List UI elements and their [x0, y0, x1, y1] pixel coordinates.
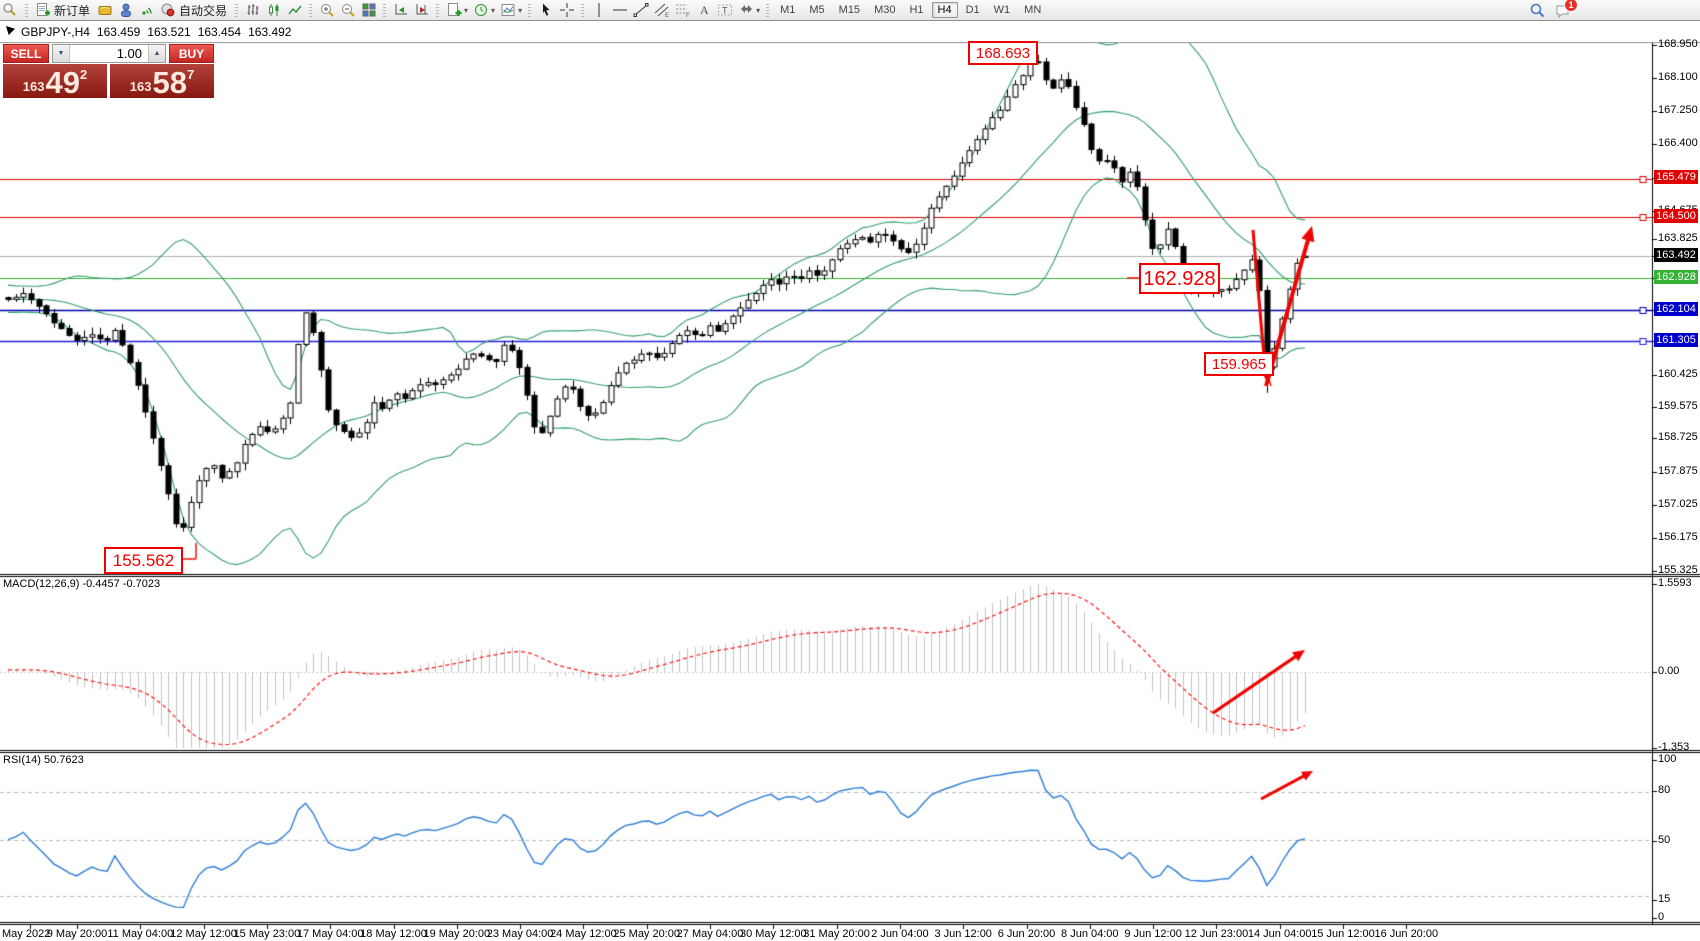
magnifier-icon[interactable]	[1, 2, 20, 19]
symbol-period-label: GBPJPY-,H4	[21, 24, 90, 39]
line-chart-icon[interactable]	[285, 2, 304, 19]
search-icon[interactable]	[1528, 2, 1547, 19]
candlestick-chart-icon[interactable]	[264, 2, 283, 19]
tile-windows-icon[interactable]	[359, 2, 378, 19]
buy-price-big: 58	[152, 64, 187, 100]
vertical-line-icon[interactable]	[589, 2, 608, 19]
crosshair-icon[interactable]	[557, 2, 576, 19]
sell-price-big: 49	[45, 64, 80, 100]
svg-text:F: F	[686, 13, 690, 18]
text-icon[interactable]: A	[694, 2, 713, 19]
bar-chart-icon[interactable]	[243, 2, 262, 19]
bar-high-value: 163.521	[147, 24, 191, 39]
annotation-swing-high[interactable]: 168.693	[968, 41, 1038, 65]
sell-price-pip: 2	[79, 67, 88, 82]
one-click-trading-panel: SELL ▼ 1.00 ▲ BUY 163 49 2 163 58 7	[3, 44, 214, 98]
timeframe-button-m1[interactable]: M1	[780, 4, 796, 16]
templates-icon[interactable]	[498, 2, 517, 19]
text-label-icon[interactable]: T	[715, 2, 734, 19]
toolbar-grip	[235, 3, 239, 17]
support-person-icon[interactable]	[116, 2, 135, 19]
gold-package-icon[interactable]	[95, 2, 114, 19]
annotation-resistance[interactable]: 162.928	[1139, 263, 1220, 294]
arrows-shapes-icon[interactable]	[736, 2, 755, 19]
timeframe-button-m5[interactable]: M5	[809, 4, 825, 16]
cursor-icon[interactable]	[536, 2, 555, 19]
toolbar-grip	[581, 3, 585, 17]
buy-price-display[interactable]: 163 58 7	[110, 64, 214, 98]
annotation-major-low[interactable]: 155.562	[104, 547, 183, 574]
timeframe-button-h4[interactable]: H4	[931, 2, 958, 18]
bar-open-value: 163.459	[96, 24, 141, 39]
buy-price-pip: 7	[186, 67, 195, 82]
timeframe-button-h1[interactable]: H1	[909, 4, 924, 16]
sell-button[interactable]: SELL	[3, 44, 49, 63]
periods-clock-icon[interactable]	[471, 2, 490, 19]
new-order-icon[interactable]	[33, 2, 52, 19]
auto-trading-button[interactable]: 自动交易	[179, 3, 228, 18]
auto-scroll-icon[interactable]	[391, 2, 410, 19]
buy-button[interactable]: BUY	[169, 44, 214, 63]
indicators-dropdown-caret[interactable]: ▾	[464, 5, 469, 15]
zoom-in-icon[interactable]	[317, 2, 336, 19]
toolbar-grip	[436, 3, 440, 17]
timeframe-group: M1 M5 M15 M30 H1 H4 D1 W1 MN	[773, 2, 1048, 18]
fibonacci-icon[interactable]: F	[673, 2, 692, 19]
timeframe-button-mn[interactable]: MN	[1024, 4, 1042, 16]
chart-symbol-triangle-icon	[6, 26, 15, 35]
auto-trading-icon[interactable]	[158, 2, 177, 19]
sell-price-display[interactable]: 163 49 2	[3, 64, 107, 98]
periods-dropdown-caret[interactable]: ▾	[491, 5, 496, 15]
bar-close-value: 163.492	[248, 24, 292, 39]
volume-decrease-button[interactable]: ▼	[53, 45, 70, 62]
templates-dropdown-caret[interactable]: ▾	[518, 5, 523, 15]
toolbar-grip	[383, 3, 387, 17]
shapes-dropdown-caret[interactable]: ▾	[756, 5, 761, 15]
timeframe-button-m15[interactable]: M15	[838, 4, 861, 16]
toolbar-grip	[25, 3, 28, 17]
indicators-icon[interactable]	[444, 2, 463, 19]
svg-text:A: A	[700, 3, 709, 17]
svg-text:E: E	[665, 13, 669, 18]
bar-low-value: 163.454	[197, 24, 242, 39]
notification-badge: 1	[1564, 0, 1578, 12]
signal-icon[interactable]	[137, 2, 156, 19]
timeframe-button-d1[interactable]: D1	[965, 4, 980, 16]
timeframe-button-w1[interactable]: W1	[993, 4, 1011, 16]
timeframe-button-m30[interactable]: M30	[874, 4, 896, 16]
buy-price-prefix: 163	[129, 79, 152, 94]
trendline-icon[interactable]	[631, 2, 650, 19]
volume-value[interactable]: 1.00	[116, 46, 142, 61]
annotation-rebound-low[interactable]: 159.965	[1204, 352, 1274, 376]
toolbar-right-group: 1	[1527, 0, 1578, 19]
chart-title-bar: GBPJPY-,H4 163.459 163.521 163.454 163.4…	[0, 21, 1700, 42]
volume-increase-button[interactable]: ▲	[148, 45, 165, 62]
notifications-icon[interactable]: 1	[1554, 0, 1578, 19]
chart-shift-icon[interactable]	[412, 2, 431, 19]
svg-text:T: T	[722, 6, 728, 16]
toolbar-grip	[309, 3, 313, 17]
zoom-out-icon[interactable]	[338, 2, 357, 19]
toolbar-grip	[528, 3, 532, 17]
horizontal-line-icon[interactable]	[610, 2, 629, 19]
volume-stepper: ▼ 1.00 ▲	[52, 44, 166, 63]
toolbar: 新订单 自动交易 ▾	[0, 0, 1700, 21]
equidistant-channel-icon[interactable]: E	[652, 2, 671, 19]
sell-price-prefix: 163	[22, 79, 45, 94]
new-order-button[interactable]: 新订单	[54, 3, 91, 18]
toolbar-grip	[766, 3, 770, 17]
